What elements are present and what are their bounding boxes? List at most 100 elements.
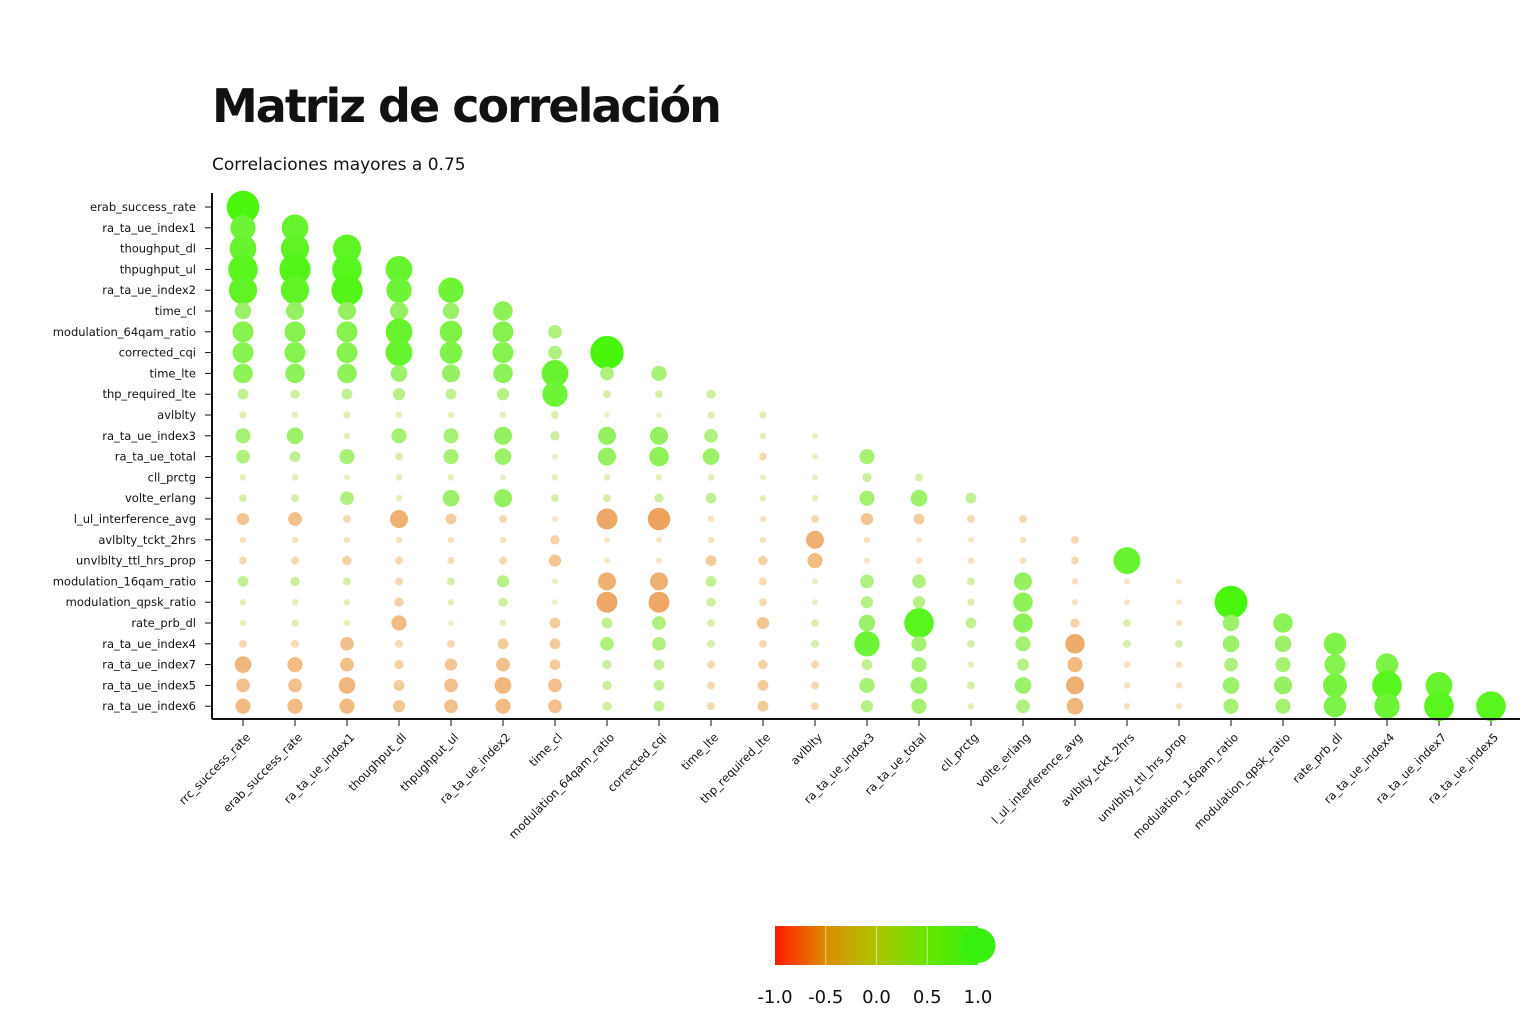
colorbar-legend: -1.0 -0.5 0.0 0.5 1.0 <box>757 926 996 1008</box>
correlation-dot <box>447 639 455 648</box>
correlation-dot <box>1223 698 1239 714</box>
correlation-dot <box>496 657 510 672</box>
y-tick-label: ra_ta_ue_index5 <box>102 678 196 692</box>
correlation-dot <box>549 617 561 629</box>
correlation-dot <box>758 659 768 670</box>
correlation-dot <box>493 363 513 384</box>
x-tick-label: time_lte <box>678 730 721 773</box>
y-tick-label: avlblty_tckt_2hrs <box>98 533 196 547</box>
correlation-dot <box>968 536 974 543</box>
correlation-dot <box>805 530 825 549</box>
correlation-dot <box>228 276 258 305</box>
correlation-dot <box>289 451 301 462</box>
correlation-dot <box>967 515 975 523</box>
correlation-dot <box>757 680 769 691</box>
correlation-dot <box>494 677 512 694</box>
correlation-dot <box>860 596 874 609</box>
correlation-dot <box>239 639 247 648</box>
correlation-dot <box>1424 691 1454 722</box>
correlation-dot <box>496 575 510 588</box>
correlation-dot <box>965 617 977 629</box>
correlation-dot <box>1123 682 1131 689</box>
correlation-dot <box>915 473 923 482</box>
correlation-dot <box>442 302 460 320</box>
correlation-dot <box>756 616 770 630</box>
correlation-dot <box>549 659 561 670</box>
correlation-dot <box>759 411 767 419</box>
correlation-dot <box>1323 632 1347 655</box>
correlation-dot <box>811 702 819 711</box>
y-tick-label: ra_ta_ue_index1 <box>102 221 196 235</box>
correlation-dot <box>386 277 412 303</box>
correlation-dot <box>237 388 249 400</box>
y-tick-label: modulation_16qam_ratio <box>53 574 196 588</box>
correlation-dot <box>340 491 354 506</box>
correlation-dot <box>601 617 613 629</box>
correlation-dot <box>859 677 875 693</box>
correlation-dot <box>707 660 715 669</box>
correlation-dot <box>811 639 819 648</box>
correlation-dot <box>492 321 514 343</box>
correlation-dot <box>443 449 459 465</box>
correlation-dot <box>493 301 513 321</box>
correlation-dot <box>548 699 562 714</box>
correlation-dot <box>541 360 569 387</box>
y-axis: erab_success_rate ra_ta_ue_index1 thoughpu… <box>53 200 212 713</box>
correlation-dot <box>395 639 403 648</box>
correlation-dot <box>807 553 823 569</box>
correlation-dot <box>904 608 934 638</box>
correlation-dot <box>385 256 413 283</box>
correlation-dot <box>707 702 715 711</box>
correlation-dot <box>602 659 612 670</box>
correlation-dot <box>603 390 611 399</box>
correlation-dot <box>654 493 664 503</box>
correlation-dot <box>228 254 258 285</box>
correlation-dot <box>911 698 927 714</box>
correlation-dot <box>911 636 927 652</box>
correlation-dot <box>552 516 558 522</box>
correlation-dot <box>548 324 562 339</box>
correlation-dot <box>239 598 247 606</box>
correlation-dot <box>656 536 662 543</box>
correlation-dot <box>1375 653 1399 676</box>
correlation-dot <box>1176 599 1182 606</box>
correlation-dot <box>590 335 624 370</box>
correlation-dot <box>1124 599 1130 606</box>
correlation-dot <box>443 428 459 444</box>
chart-title: Matriz de correlación <box>212 79 720 133</box>
correlation-dot <box>344 474 350 481</box>
correlation-dot <box>967 661 975 668</box>
correlation-dot <box>232 342 254 364</box>
correlation-dot <box>291 411 299 419</box>
correlation-dot <box>967 598 975 606</box>
correlation-dot <box>1016 658 1030 671</box>
correlation-dot <box>1224 657 1238 672</box>
correlation-dot <box>392 700 406 713</box>
correlation-dot <box>656 557 662 564</box>
correlation-dot <box>707 681 715 690</box>
correlation-dot <box>291 474 299 481</box>
correlation-dot <box>236 512 250 526</box>
correlation-dot <box>600 366 614 381</box>
correlation-dot <box>1324 654 1346 676</box>
correlation-dot <box>290 389 300 399</box>
correlation-dot <box>863 536 871 544</box>
correlation-dot <box>758 555 768 566</box>
correlation-dot <box>390 365 408 382</box>
correlation-dot <box>1175 619 1183 627</box>
correlation-dot <box>602 701 612 711</box>
correlation-dot <box>1014 677 1032 694</box>
colorbar-tick-label: 0.5 <box>913 987 942 1008</box>
correlation-dot <box>332 234 362 263</box>
correlation-dot <box>239 411 247 419</box>
correlation-dot <box>499 619 507 627</box>
correlation-dot <box>444 678 458 693</box>
correlation-dot <box>395 577 403 586</box>
correlation-dot <box>596 591 618 613</box>
y-tick-label: modulation_qpsk_ratio <box>66 595 196 609</box>
correlation-dot <box>705 492 717 504</box>
y-tick-label: time_lte <box>149 366 196 380</box>
y-tick-label: corrected_cqi <box>119 346 196 360</box>
correlation-dot <box>552 578 558 585</box>
correlation-dot <box>707 515 715 523</box>
